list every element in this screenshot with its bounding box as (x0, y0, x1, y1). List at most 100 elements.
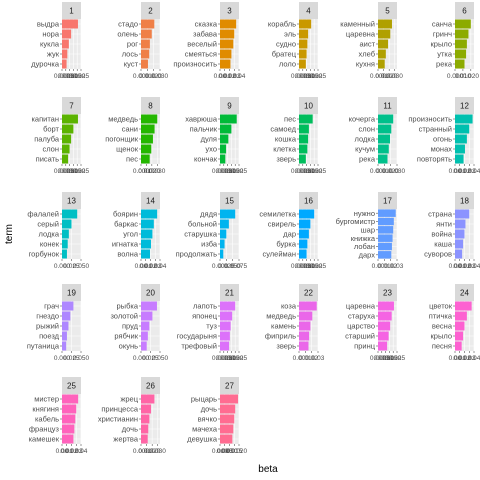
x-tick-label: 0.025 (73, 73, 90, 80)
term-label: крыло (431, 332, 452, 341)
term-label: мистер (34, 395, 59, 404)
bar (62, 341, 67, 351)
term-label: фиприль (265, 332, 296, 341)
x-tick-label: 0.005 (374, 355, 391, 362)
bar (141, 249, 151, 259)
x-tick-label: 0.010 (138, 448, 155, 455)
bar (378, 29, 391, 39)
term-label: вячко (198, 415, 217, 424)
term-label: повторять (417, 155, 452, 164)
bar (62, 229, 69, 239)
bar (220, 134, 229, 144)
bar (141, 434, 148, 444)
bar (220, 124, 232, 134)
bar (220, 154, 226, 164)
facet-strip (62, 377, 81, 394)
term-label: песня (432, 342, 452, 351)
term-label: лобан (354, 242, 375, 251)
term-label: корабль (268, 20, 296, 29)
bar (378, 234, 393, 242)
x-tick-label: 0.005 (58, 168, 75, 175)
bar (220, 239, 225, 249)
facet-panels: 1выдраноракуклажукдурочка0.0000.0050.010… (27, 2, 480, 455)
x-tick-label: 0.020 (144, 168, 161, 175)
x-tick-label: 0.020 (385, 355, 402, 362)
x-tick-label: 0.050 (152, 355, 169, 362)
y-axis-title: term (4, 224, 15, 244)
term-label: забава (193, 30, 218, 39)
term-label: погонщик (105, 135, 138, 144)
x-tick-label: 0.000 (54, 355, 71, 362)
facet-strip (62, 2, 81, 19)
bar (378, 114, 394, 124)
x-tick-label: 0.020 (144, 448, 161, 455)
x-tick-label: 0.03 (463, 263, 476, 270)
term-label: изба (201, 240, 218, 249)
term-label: старуха (348, 312, 376, 321)
bar (62, 249, 67, 259)
x-tick-label: 0.015 (65, 168, 82, 175)
facet-strip (378, 284, 397, 301)
term-label: рябчик (114, 332, 138, 341)
bar (220, 49, 232, 59)
term-label: путаница (27, 342, 60, 351)
term-label: каша (434, 240, 453, 249)
x-tick-label: 0.000 (291, 168, 308, 175)
term-label: золотой (110, 312, 138, 321)
x-tick-label: 0.015 (302, 73, 319, 80)
term-label: жрец (120, 395, 138, 404)
term-label: окунь (119, 342, 138, 351)
bar (141, 394, 155, 404)
facet-panel-25: 25мистеркнягинякабельфранцузкамешек0.000… (29, 377, 88, 455)
term-label: игнатка (112, 240, 139, 249)
x-tick-label: 0.01 (453, 168, 466, 175)
x-tick-label: 0.010 (376, 168, 393, 175)
term-label: мачеха (192, 425, 218, 434)
term-label: монах (431, 145, 453, 154)
x-tick-label: 0.075 (231, 263, 248, 270)
facet-strip (299, 284, 318, 301)
bar (455, 341, 462, 351)
facet-strip (455, 97, 474, 114)
x-tick-label: 0.005 (295, 263, 312, 270)
x-tick-label: 0.00 (56, 448, 69, 455)
term-label: жук (47, 50, 60, 59)
term-label: трефовый (181, 342, 217, 351)
x-tick-label: 0.050 (73, 263, 90, 270)
term-label: кухня (356, 60, 375, 69)
bar (299, 229, 309, 239)
facet-strip-label: 14 (146, 197, 155, 206)
bar (141, 321, 150, 331)
bar (299, 39, 308, 49)
x-tick-label: 0.000 (54, 73, 71, 80)
x-tick-label: 0.020 (227, 355, 244, 362)
term-label: принц (354, 342, 376, 351)
term-label: палуба (34, 135, 60, 144)
x-tick-label: 0.020 (69, 73, 86, 80)
bar (378, 301, 394, 311)
facet-strip (299, 97, 318, 114)
term-label: каменный (340, 20, 375, 29)
bar (141, 311, 153, 321)
x-tick-label: 0.025 (231, 355, 248, 362)
term-label: дочь (201, 405, 217, 414)
term-label: нужно (354, 209, 375, 218)
x-tick-label: 0.020 (146, 73, 163, 80)
x-tick-label: 0.020 (463, 73, 480, 80)
term-label: фалалей (27, 210, 59, 219)
facet-strip (299, 2, 318, 19)
term-label: лось (122, 50, 138, 59)
bar (141, 341, 147, 351)
term-label: хаврюша (185, 115, 218, 124)
facet-strip (220, 377, 239, 394)
x-tick-label: 0.020 (306, 168, 323, 175)
term-label: сани (122, 125, 138, 134)
bar (299, 331, 310, 341)
x-tick-label: 0.030 (389, 168, 406, 175)
term-label: ухо (205, 145, 217, 154)
facet-strip-label: 12 (460, 102, 469, 111)
bar (455, 209, 470, 219)
